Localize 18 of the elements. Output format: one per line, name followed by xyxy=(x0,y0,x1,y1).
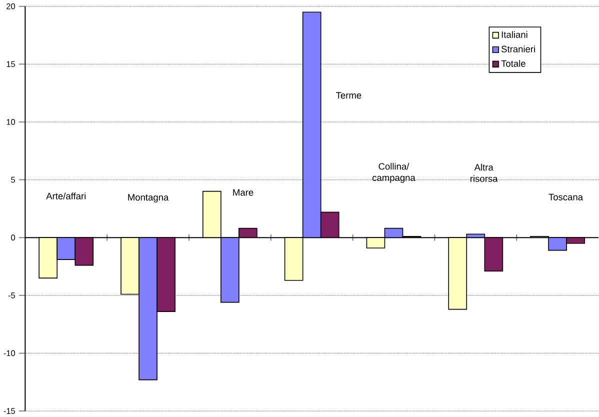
legend-label: Stranieri xyxy=(501,45,535,52)
x-tick-label: Altra risorsa xyxy=(470,164,498,182)
legend-label: Totale xyxy=(501,60,526,67)
x-tick-label: Terme xyxy=(336,92,362,98)
x-tick-label: Toscana xyxy=(548,194,584,200)
y-tick-label: 0 xyxy=(11,234,16,240)
y-tick-label: -10 xyxy=(4,350,16,356)
legend-label: Italiani xyxy=(502,30,528,38)
y-tick-label: 5 xyxy=(11,176,15,182)
x-tick-label: Mare xyxy=(233,189,254,196)
y-tick-label: -5 xyxy=(8,292,15,298)
y-tick-label: -15 xyxy=(4,408,15,414)
x-tick-label: Arte/affari xyxy=(46,192,86,200)
x-tick-label: Montagna xyxy=(128,194,169,202)
y-tick-label: 20 xyxy=(6,3,16,10)
y-tick-label: 10 xyxy=(6,118,16,125)
x-tick-label: Collina/ campagna xyxy=(372,162,416,183)
y-tick-label: 15 xyxy=(6,61,15,67)
